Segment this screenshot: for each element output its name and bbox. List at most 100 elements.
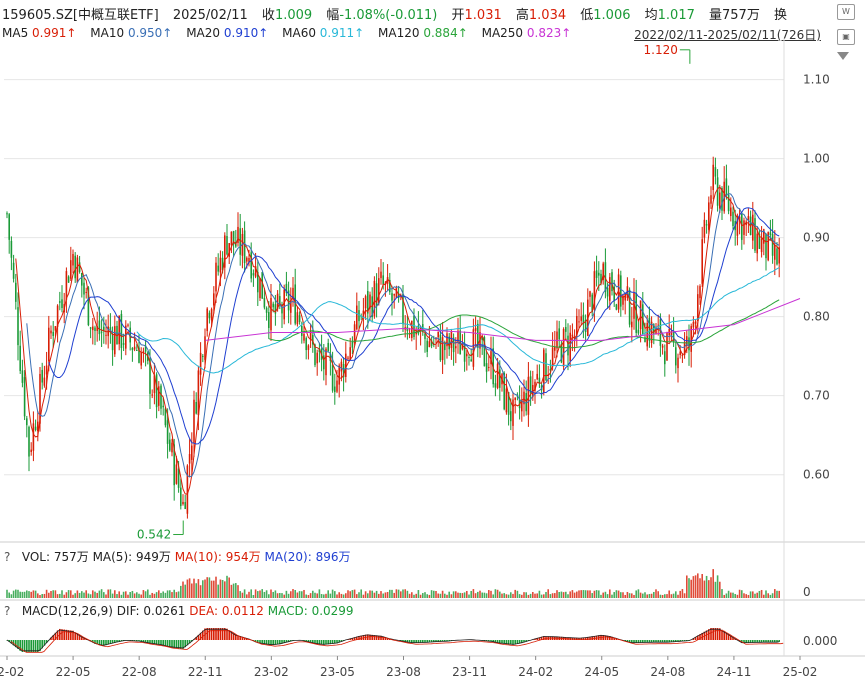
volume-bar [419,594,422,598]
volume-bar [329,593,332,598]
candle-body [169,439,171,451]
volume-bar [474,593,477,598]
candle-body [114,326,116,355]
x-tick-label: 24-08 [650,665,685,679]
volume-bar [683,593,686,598]
volume-bar [105,594,107,598]
x-tick-label: 22-02 [0,665,24,679]
macd-bar [230,631,233,640]
macd-bar [507,640,510,645]
quote-header: 159605.SZ[中概互联ETF] 2025/02/11 收1.009 幅-1… [2,4,787,23]
candle-body [177,468,180,488]
volume-bar [217,584,219,598]
candle-body [428,341,431,348]
macd-bar [730,635,732,640]
volume-bar [433,590,435,598]
lock-icon[interactable]: ▣ [837,29,855,45]
volume-bar [681,589,684,598]
volume-bar [593,590,596,598]
candle-body [241,233,244,256]
y-tick-label: 1.00 [803,152,830,166]
volume-bar [294,590,296,598]
macd-bar [712,628,714,640]
window-mode-icon[interactable]: W [837,4,855,20]
volume-bar [705,575,708,598]
macd-bar [543,636,545,640]
volume-bar [549,594,552,598]
y-tick-label: 0.80 [803,310,830,324]
volume-bar [373,592,376,598]
macd-bar [681,640,684,642]
volume-bar [670,594,673,598]
candle-body [186,465,189,514]
high-label: 高 [515,8,529,23]
volume-bar [96,592,98,598]
macd-bar [435,640,437,642]
volume-bar [518,594,521,598]
candle-body [230,231,233,246]
candle-body [578,321,580,323]
volume-bar [725,593,728,598]
volume-bar [446,594,448,598]
candle-body [136,349,138,351]
macd-bar [63,629,65,640]
volume-help-icon[interactable]: ? [4,550,11,564]
macd-bar [232,633,235,640]
volume-bar [741,590,743,598]
candle-body [701,239,703,284]
candle-body [331,364,334,391]
macd-help-icon[interactable]: ? [4,604,11,618]
volume-bar [602,592,604,598]
date-range-selector[interactable]: 2022/02/11-2025/02/11(726日) [634,28,821,42]
volume-bar [83,592,85,598]
macd-bar [415,640,417,643]
volume-bar [752,591,754,598]
candle-body [756,233,758,254]
macd-bar [105,640,107,646]
macd-bar [78,635,81,640]
macd-bar [384,637,387,640]
volume-bar [712,569,714,598]
volume-bar [721,589,723,598]
macd-bar [642,640,644,643]
candle-body [274,304,277,314]
macd-bar [177,640,180,649]
candle-body [628,289,631,325]
macd-bar [19,640,21,651]
volume-bar [677,594,679,598]
candle-body [496,363,499,388]
candle-body [712,164,714,191]
macd-bar [675,640,677,642]
candle-body [736,215,739,236]
volume-bar [384,592,387,598]
candle-body [439,334,442,361]
volume-bar [19,591,21,598]
volume-bar [338,592,340,598]
macd-bar [287,640,290,642]
candle-body [466,353,468,357]
dropdown-arrow-icon[interactable] [837,52,849,60]
macd-bar [699,634,701,640]
vol-value: 757万 [722,8,760,23]
volume-bar [430,590,433,598]
macd-bar [237,635,239,640]
candle-body [155,374,158,408]
volume-bar [215,576,217,598]
candle-body [708,202,710,230]
macd-bar [628,640,631,643]
volume-bar [758,590,761,598]
candle-body [688,337,690,351]
candle-body [345,353,347,377]
volume-bar [503,593,505,598]
macd-bar [406,640,409,643]
x-tick-label: 24-02 [518,665,553,679]
macd-bar [164,640,167,647]
volume-bar [626,591,629,598]
macd-bar [538,637,541,640]
volume-bar [690,579,692,598]
candle-body [243,230,246,264]
volume-bar [736,594,739,598]
volume-bar [749,591,752,598]
volume-bar [204,579,206,598]
volume-bar [646,594,648,598]
